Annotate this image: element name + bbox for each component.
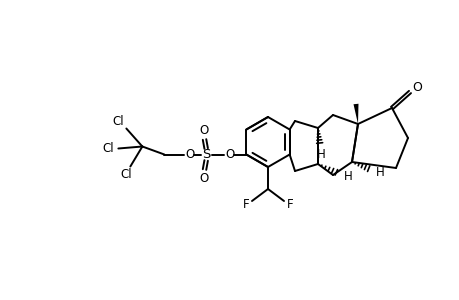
Text: H: H	[343, 169, 352, 182]
Polygon shape	[353, 104, 358, 124]
Text: O: O	[411, 80, 421, 94]
Text: F: F	[242, 199, 249, 212]
Text: F: F	[286, 199, 293, 212]
Text: H: H	[375, 166, 384, 178]
Text: Cl: Cl	[120, 168, 132, 181]
Text: O: O	[199, 124, 208, 137]
Text: O: O	[225, 148, 235, 161]
Text: Cl: Cl	[112, 115, 124, 128]
Text: H: H	[316, 148, 325, 160]
Text: S: S	[202, 148, 210, 161]
Text: O: O	[185, 148, 195, 161]
Text: Cl: Cl	[102, 142, 114, 155]
Text: O: O	[199, 172, 208, 185]
